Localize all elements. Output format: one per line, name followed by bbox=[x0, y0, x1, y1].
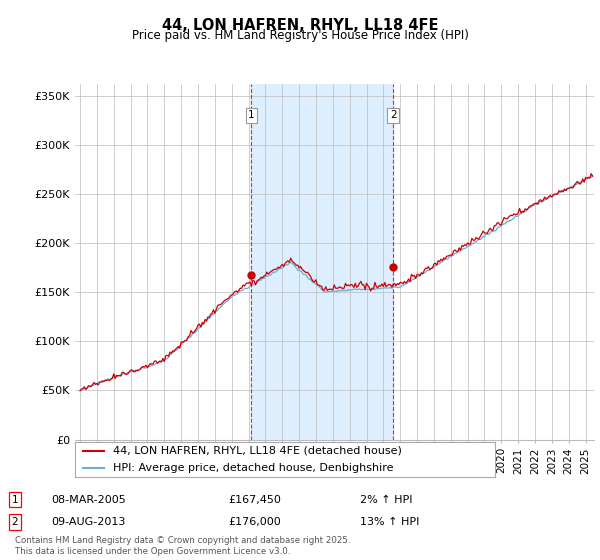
Text: £176,000: £176,000 bbox=[228, 517, 281, 527]
Text: 44, LON HAFREN, RHYL, LL18 4FE: 44, LON HAFREN, RHYL, LL18 4FE bbox=[162, 18, 438, 33]
Bar bbox=[251, 84, 393, 440]
Text: 1: 1 bbox=[11, 494, 19, 505]
Text: 2: 2 bbox=[390, 110, 397, 120]
Text: Contains HM Land Registry data © Crown copyright and database right 2025.
This d: Contains HM Land Registry data © Crown c… bbox=[15, 536, 350, 556]
Text: 08-MAR-2005: 08-MAR-2005 bbox=[51, 494, 126, 505]
Text: 2: 2 bbox=[11, 517, 19, 527]
Text: HPI: Average price, detached house, Denbighshire: HPI: Average price, detached house, Denb… bbox=[113, 463, 394, 473]
Text: 13% ↑ HPI: 13% ↑ HPI bbox=[360, 517, 419, 527]
Text: 1: 1 bbox=[248, 110, 255, 120]
Text: Price paid vs. HM Land Registry's House Price Index (HPI): Price paid vs. HM Land Registry's House … bbox=[131, 29, 469, 42]
Text: 2% ↑ HPI: 2% ↑ HPI bbox=[360, 494, 413, 505]
Text: 44, LON HAFREN, RHYL, LL18 4FE (detached house): 44, LON HAFREN, RHYL, LL18 4FE (detached… bbox=[113, 446, 401, 456]
Text: £167,450: £167,450 bbox=[228, 494, 281, 505]
Text: 09-AUG-2013: 09-AUG-2013 bbox=[51, 517, 125, 527]
